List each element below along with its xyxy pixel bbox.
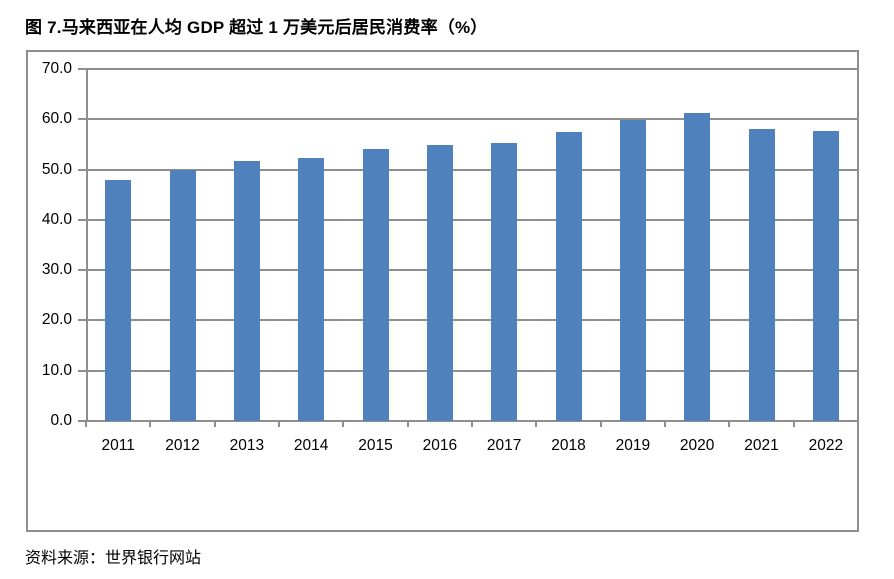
x-axis-label-2012: 2012 [165, 437, 200, 454]
x-axis-tick [278, 421, 280, 427]
x-axis-label-2019: 2019 [615, 437, 651, 454]
x-axis-tick [471, 421, 473, 427]
y-axis-label-50: 50.0 [41, 160, 72, 178]
x-axis-label-2016: 2016 [422, 437, 458, 454]
bar-2020 [684, 112, 711, 421]
x-axis-label-2017: 2017 [486, 437, 522, 454]
y-axis-label-0: 0.0 [50, 412, 72, 429]
bar-2015 [362, 149, 389, 421]
x-axis-tick [342, 421, 345, 427]
x-axis-tick [85, 421, 87, 427]
gridline-70 [78, 68, 858, 70]
gridline-0 [78, 420, 858, 422]
gridline-20 [78, 319, 858, 322]
x-axis-tick [213, 421, 216, 427]
bar-2017 [491, 142, 518, 421]
bar-2016 [426, 145, 453, 421]
bar-2011 [105, 180, 132, 421]
x-axis-label-2011: 2011 [101, 437, 135, 454]
chart-container: 0.0 10.0 20.0 30.0 40.0 50.0 60.0 70.0 2011 2012 2… [26, 50, 859, 532]
gridline-50 [78, 168, 858, 171]
x-axis-tick [792, 421, 795, 427]
x-axis-tick [599, 421, 602, 427]
figure-title: 图 7.马来西亚在人均 GDP 超过 1 万美元后居民消费率（%） [25, 18, 488, 37]
x-axis-tick [535, 421, 538, 427]
bar-2019 [619, 119, 646, 421]
x-axis-label-2018: 2018 [551, 437, 586, 454]
plot-area: 0.0 10.0 20.0 30.0 40.0 50.0 60.0 70.0 2011 2012 2… [42, 60, 859, 454]
y-axis-label-60: 60.0 [41, 110, 72, 128]
x-axis-tick [406, 421, 409, 427]
bar-2022 [812, 131, 839, 421]
x-axis-tick [857, 421, 859, 427]
gridline-60 [78, 118, 858, 121]
x-axis-tick [728, 421, 731, 427]
bar-2014 [298, 157, 325, 421]
x-axis-label-2013: 2013 [229, 437, 265, 454]
gridline-30 [78, 269, 858, 272]
x-axis-label-2021: 2021 [744, 437, 779, 454]
bar-2012 [169, 169, 196, 421]
bar-2021 [748, 129, 775, 421]
y-axis-label-30: 30.0 [41, 261, 72, 279]
gridline-10 [78, 369, 858, 372]
y-axis-label-20: 20.0 [41, 311, 72, 329]
y-axis-line [86, 69, 88, 421]
source-note: 资料来源：世界银行网站 [25, 550, 202, 567]
x-axis-label-2014: 2014 [293, 437, 329, 454]
x-axis-label-2020: 2020 [679, 437, 715, 454]
bar-2013 [233, 160, 260, 421]
x-axis-label-2022: 2022 [808, 437, 844, 454]
x-axis-tick [664, 421, 666, 427]
y-axis-label-40: 40.0 [41, 210, 72, 228]
bar-2018 [555, 132, 582, 421]
y-axis-label-10: 10.0 [41, 361, 72, 379]
y-axis-label-70: 70.0 [41, 60, 72, 77]
x-axis-label-2015: 2015 [358, 437, 393, 454]
x-axis-tick [149, 421, 152, 427]
gridline-40 [78, 218, 858, 221]
